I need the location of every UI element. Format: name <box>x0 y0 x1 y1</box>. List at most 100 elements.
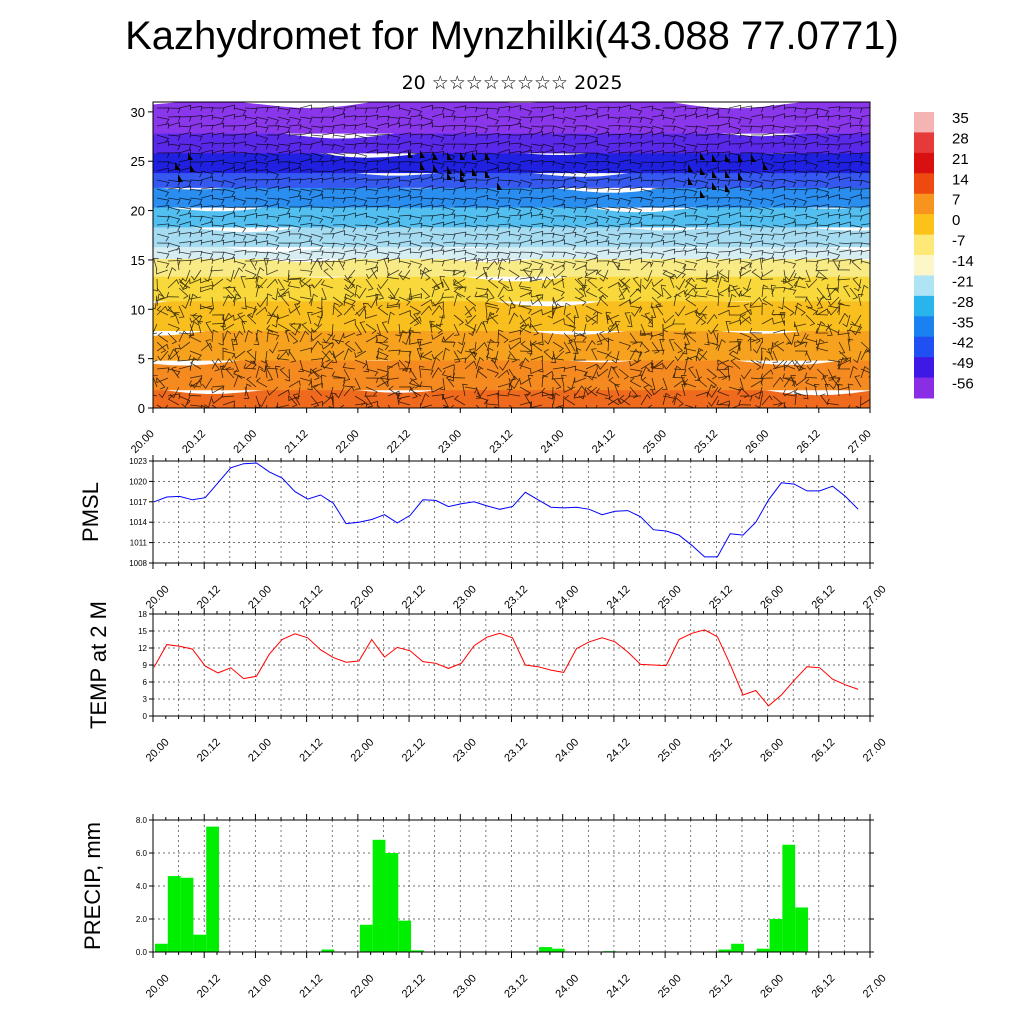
wind-barb <box>475 395 488 405</box>
wind-barb <box>706 107 720 115</box>
wind-barb <box>346 276 356 289</box>
wind-barb <box>519 357 530 370</box>
wind-barb <box>727 301 741 308</box>
wind-barb <box>398 179 412 187</box>
wind-barb <box>475 224 489 232</box>
wind-barb <box>596 240 610 246</box>
wind-barb <box>816 134 830 143</box>
wind-barb <box>211 159 225 166</box>
wind-barb <box>283 269 290 283</box>
heatmap-field <box>153 102 870 408</box>
wind-barb <box>651 131 665 138</box>
wind-barb <box>694 291 708 298</box>
wind-barb <box>827 143 841 150</box>
wind-barb <box>375 337 389 344</box>
wind-barb <box>783 114 797 121</box>
wind-barb <box>596 294 607 307</box>
wind-barb <box>552 403 565 408</box>
wind-barb <box>299 269 313 277</box>
wind-barb <box>508 312 519 325</box>
wind-barb <box>541 232 555 239</box>
y-tick-label: 3 <box>143 695 148 704</box>
wind-barb <box>739 197 753 206</box>
wind-barb <box>772 251 786 258</box>
wind-barb <box>211 385 225 391</box>
wind-barb <box>519 125 533 134</box>
wind-barb <box>233 133 247 139</box>
wind-barb <box>200 141 214 148</box>
wind-barb <box>222 179 236 188</box>
wind-barb <box>772 287 786 293</box>
wind-barb <box>266 368 274 381</box>
wind-barb <box>826 283 840 290</box>
wind-barb <box>153 258 159 271</box>
wind-barb <box>156 295 169 302</box>
wind-barb <box>772 350 779 363</box>
wind-barb <box>805 221 819 228</box>
wind-barb <box>805 251 819 258</box>
wind-barb <box>701 269 708 283</box>
wind-barb <box>310 188 324 196</box>
wind-barb <box>453 116 467 123</box>
wind-barb <box>574 161 588 170</box>
wind-barb <box>761 197 775 206</box>
wind-barb <box>838 350 849 362</box>
y-tick-label: 12 <box>138 644 147 653</box>
wind-barb <box>508 302 516 316</box>
wind-barb <box>442 395 449 408</box>
wind-barb <box>237 312 246 325</box>
wind-barb <box>783 134 797 143</box>
wind-barb <box>618 287 626 300</box>
wind-barb <box>299 188 313 196</box>
wind-barb <box>761 284 769 298</box>
wind-barb <box>409 386 418 399</box>
wind-barb <box>794 377 807 386</box>
wind-barb <box>552 304 565 310</box>
wind-barb <box>641 376 653 388</box>
wind-barb <box>860 140 870 145</box>
wind-barb <box>849 131 863 138</box>
wind-barb <box>475 142 489 149</box>
wind-barb <box>321 242 335 249</box>
wind-barb <box>233 114 247 121</box>
wind-barb <box>739 266 747 280</box>
wind-barb <box>585 197 599 204</box>
x-tick-label: 20.12 <box>195 736 223 764</box>
wind-barb <box>299 116 313 124</box>
colorbar-label: -49 <box>952 355 974 372</box>
wind-barb <box>365 167 379 174</box>
wind-barb <box>684 143 698 151</box>
wind-barb <box>441 394 455 400</box>
wind-barb <box>387 287 396 300</box>
wind-barb <box>200 170 214 179</box>
wind-barb <box>167 368 181 377</box>
wind-barb <box>717 169 731 175</box>
colorbar-segment <box>914 132 934 154</box>
wind-barb <box>739 242 753 249</box>
wind-barb <box>266 242 280 251</box>
wind-barb <box>354 204 368 211</box>
wind-barb <box>683 328 697 334</box>
wind-barb <box>420 197 434 204</box>
wind-barb <box>662 248 676 255</box>
wind-barb <box>730 358 741 370</box>
wind-barb <box>563 116 577 125</box>
wind-barb <box>497 369 510 379</box>
wind-barb <box>189 314 203 322</box>
wind-barb <box>376 230 390 237</box>
wind-barb <box>222 161 236 169</box>
wind-barb <box>843 285 851 298</box>
x-tick-label: 25.12 <box>707 736 735 764</box>
wind-barb <box>279 367 290 379</box>
wind-barb <box>508 105 522 111</box>
wind-barb <box>310 160 324 167</box>
wind-barb <box>464 258 478 264</box>
wind-barb <box>673 395 684 407</box>
wind-barb <box>409 133 423 139</box>
wind-barb <box>277 313 290 320</box>
precip-bar <box>411 950 424 952</box>
y-tick-label: 20 <box>131 204 145 219</box>
wind-barb <box>574 114 588 121</box>
wind-barb <box>816 224 830 231</box>
wind-barb <box>288 161 302 169</box>
